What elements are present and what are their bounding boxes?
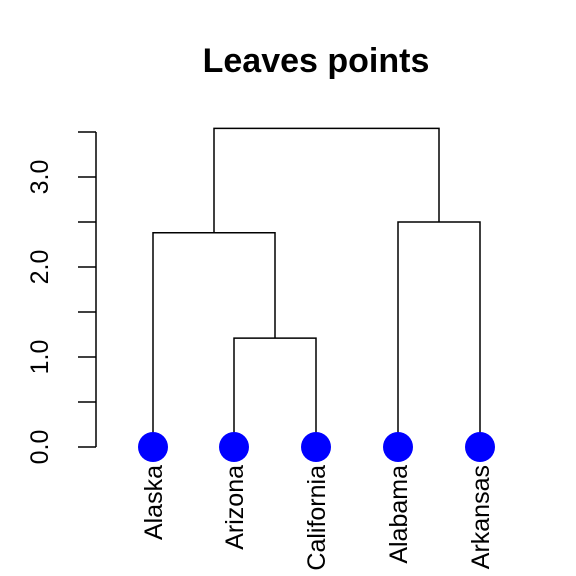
leaf-labels: Alaska Arizona California Alabama Arkansas xyxy=(140,465,495,571)
y-tick-label: 0.0 xyxy=(26,430,54,465)
leaf-point xyxy=(219,432,249,462)
leaf-point xyxy=(138,432,168,462)
y-tick-label: 3.0 xyxy=(26,160,54,195)
leaf-label: Arkansas xyxy=(467,465,495,569)
y-axis: 0.0 1.0 2.0 3.0 xyxy=(26,131,97,465)
y-tick-label: 1.0 xyxy=(26,340,54,375)
dendrogram-branch xyxy=(152,232,276,447)
leaf-point xyxy=(465,432,495,462)
dendrogram-branch xyxy=(233,337,317,447)
dendrogram-branches xyxy=(152,127,481,447)
leaf-point xyxy=(301,432,331,462)
leaf-point xyxy=(383,432,413,462)
leaf-label: Alaska xyxy=(140,465,168,540)
leaf-label: California xyxy=(303,465,331,571)
dendrogram-branch xyxy=(213,127,440,233)
leaf-label: Alabama xyxy=(385,465,413,564)
y-tick-label: 2.0 xyxy=(26,250,54,285)
leaf-label: Arizona xyxy=(221,465,249,550)
dendrogram-branch xyxy=(397,221,481,447)
chart-title: Leaves points xyxy=(203,42,430,80)
leaf-points xyxy=(138,432,495,462)
